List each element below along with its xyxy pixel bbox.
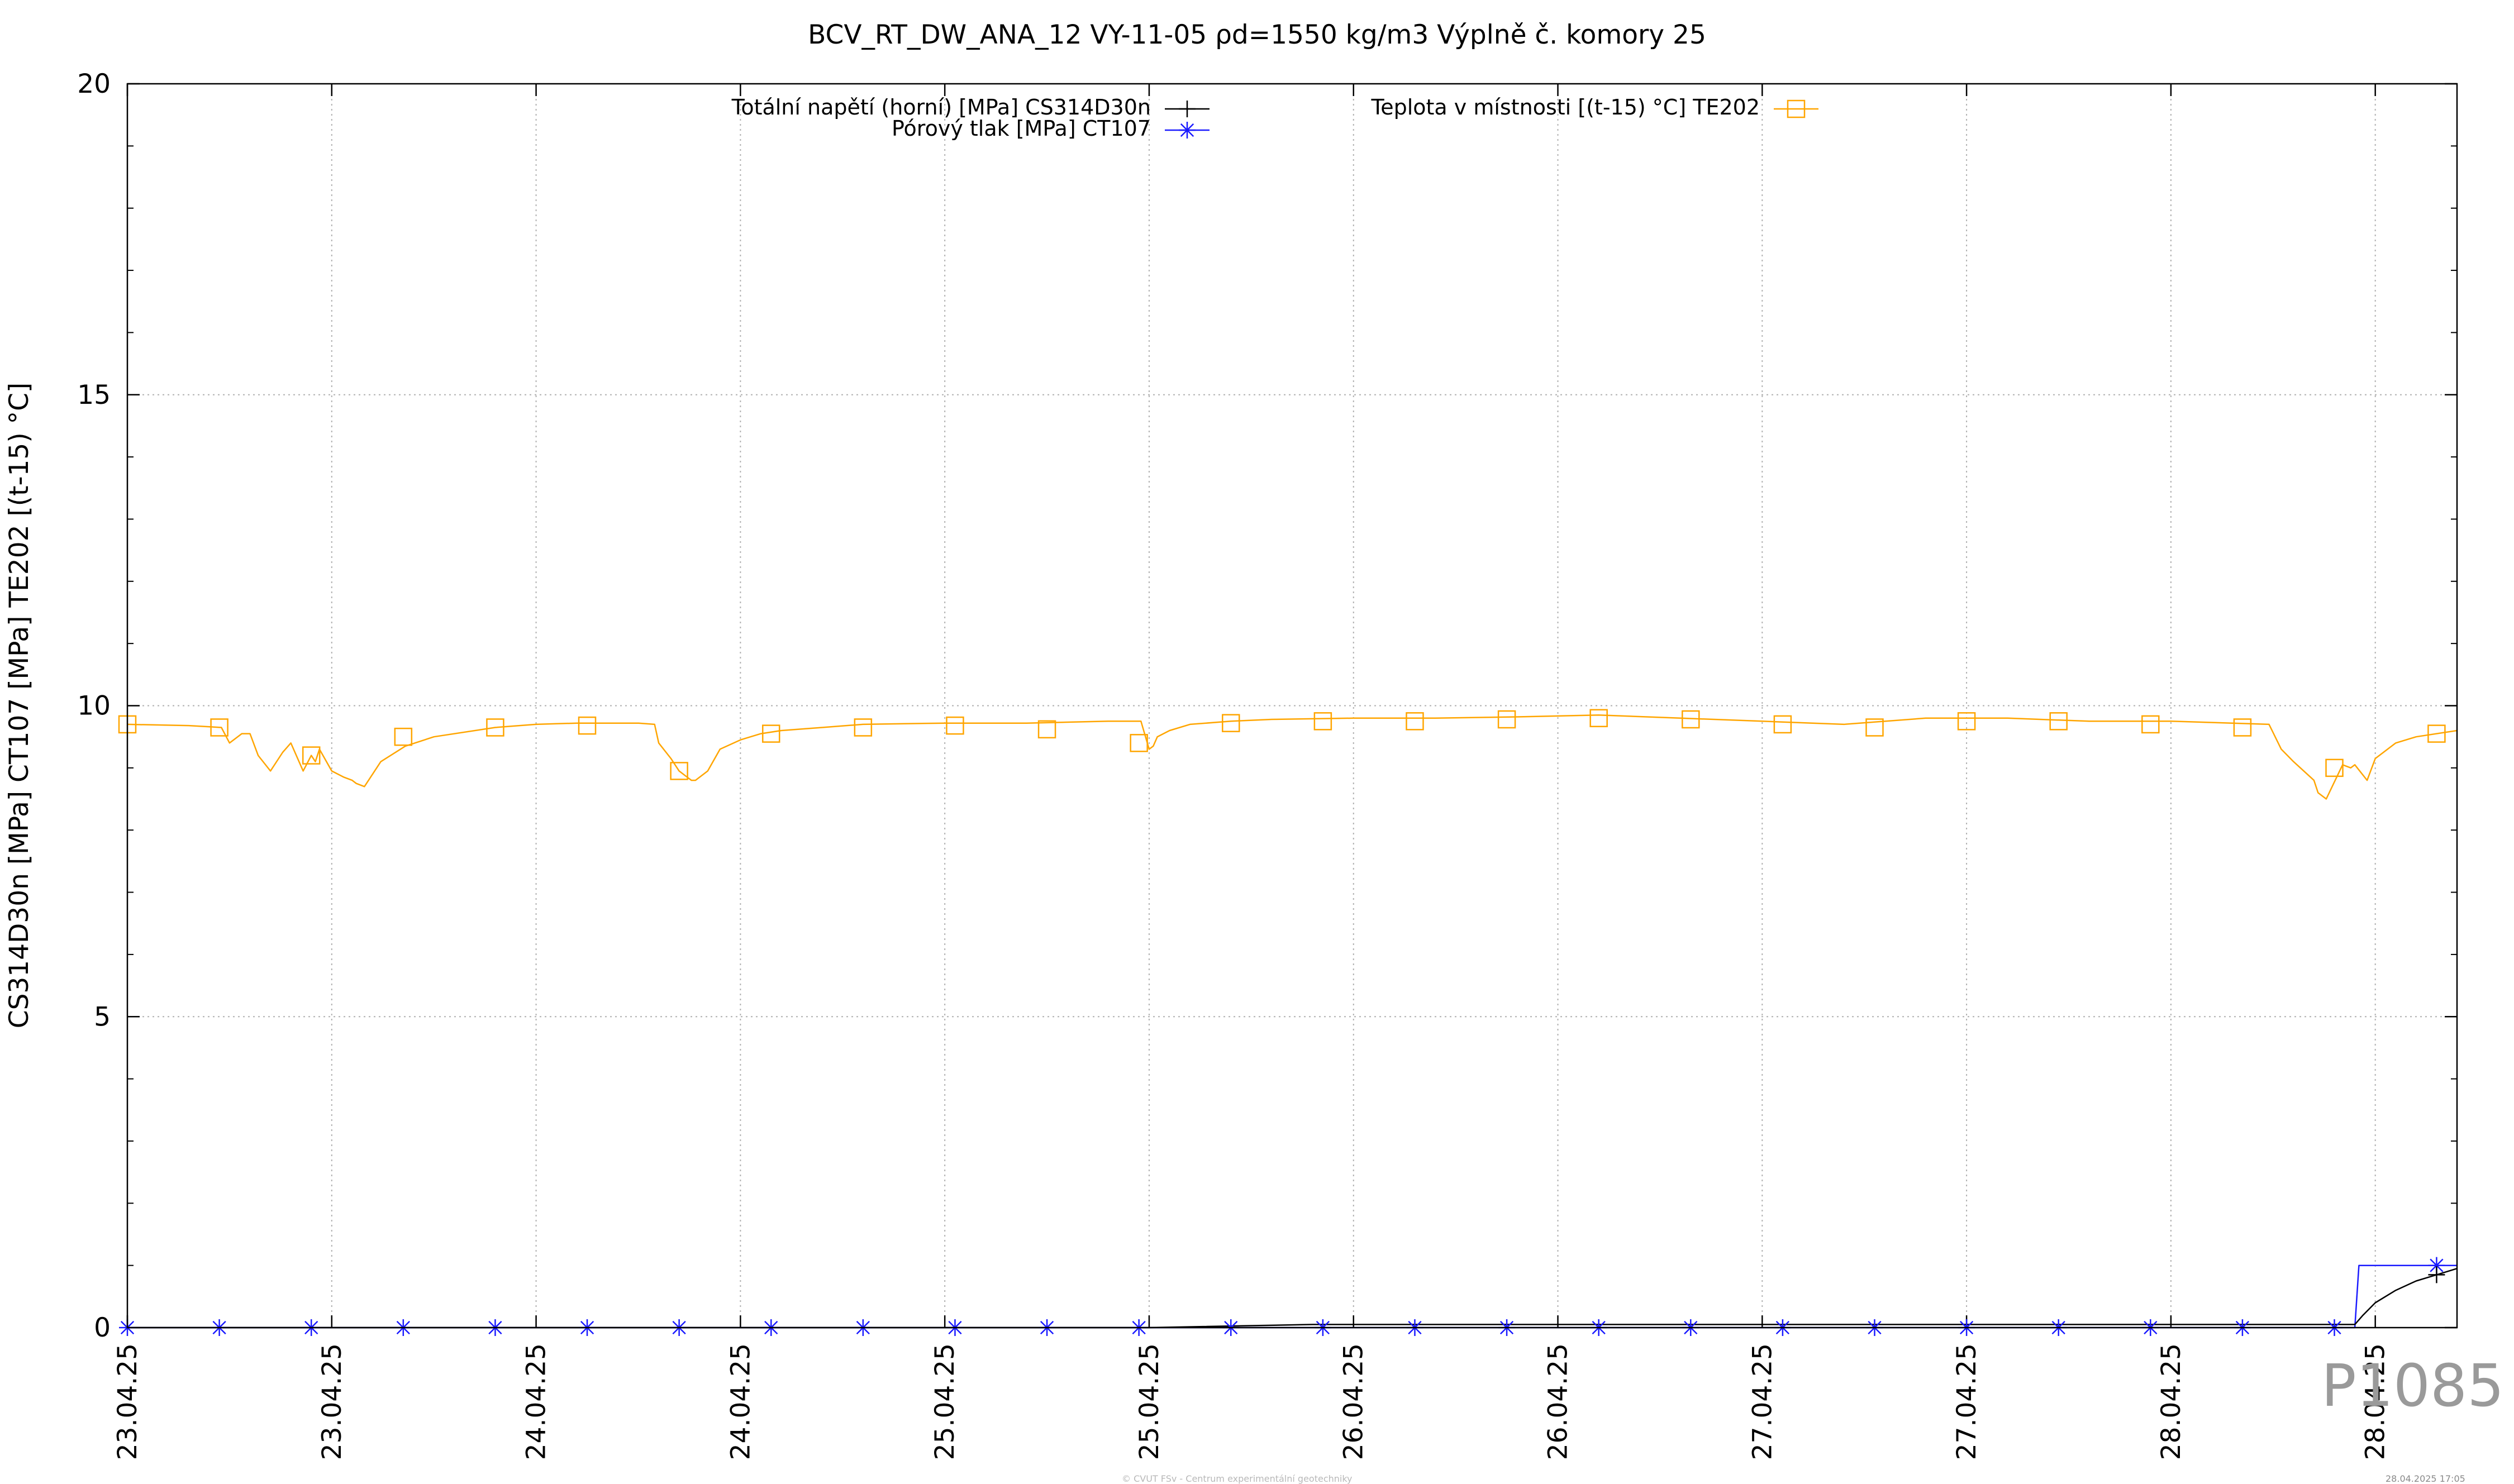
marker-2-14 [1406,712,1424,731]
marker-2-15 [1497,710,1516,729]
xtick-label-0: 23.04.25 [112,1343,143,1460]
legend-label-0: Totální napětí (horní) [MPa] CS314D30n [731,95,1151,120]
xtick-label-11: 28.04.25 [2360,1343,2391,1460]
y-axis-label: CS314D30n [MPa] CT107 [MPa] TE202 [(t-15… [4,383,35,1029]
marker-2-8 [854,718,873,737]
xtick-label-7: 26.04.25 [1543,1343,1574,1460]
marker-2-5 [578,716,597,735]
marker-2-19 [1865,718,1884,737]
legend-entry-1: Pórový tlak [MPa] CT107 [892,116,1210,141]
legend-entry-2: Teplota v místnosti [(t-15) °C] TE202 [1370,95,1818,120]
xtick-label-4: 25.04.25 [930,1343,960,1460]
footer-copyright: © CVUT FSv - Centrum experimentální geot… [1122,1473,1353,1484]
legend-label-1: Pórový tlak [MPa] CT107 [892,116,1151,141]
marker-2-17 [1682,710,1700,729]
ytick-label-3: 15 [77,380,111,411]
marker-2-7 [761,724,780,743]
marker-0-0 [2428,1266,2445,1283]
marker-2-2 [302,746,321,765]
xtick-label-1: 23.04.25 [317,1343,347,1460]
footer-timestamp: 28.04.2025 17:05 [2386,1473,2465,1484]
ytick-label-4: 20 [77,69,111,99]
marker-2-13 [1313,712,1332,731]
xtick-label-5: 25.04.25 [1134,1343,1165,1460]
xtick-label-3: 24.04.25 [725,1343,756,1460]
xtick-label-9: 27.04.25 [1951,1343,1982,1460]
marker-2-10 [1037,720,1056,739]
marker-2-16 [1589,709,1608,728]
xtick-label-6: 26.04.25 [1339,1343,1369,1460]
xtick-label-2: 24.04.25 [521,1343,552,1460]
marker-2-24 [2325,758,2344,777]
plot-frame [126,83,2458,1329]
watermark: P1085 [2321,1352,2505,1420]
gridlines [127,84,2457,1328]
marker-2-25 [2427,724,2446,743]
xtick-label-10: 28.04.25 [2156,1343,2187,1460]
ytick-label-2: 10 [77,691,111,722]
marker-2-23 [2233,718,2252,737]
marker-2-3 [394,727,413,746]
x-axis-ticks: 23.04.25 23.04.25 24.04.25 24.04.25 25.04.25… [112,84,2391,1460]
chart-title: BCV_RT_DW_ANA_12 VY-11-05 ρd=1550 kg/m3 … [808,20,1706,50]
legend-entry-0: Totální napětí (horní) [MPa] CS314D30n [731,95,1210,120]
marker-2-11 [1130,734,1148,752]
legend-marker-0 [1179,101,1196,117]
y-axis-ticks: 0 5 10 15 20 [77,69,2457,1343]
marker-2-6 [670,762,688,780]
legend-label-2: Teplota v místnosti [(t-15) °C] TE202 [1370,95,1760,120]
marker-2-1 [210,718,228,737]
legend-marker-2 [1787,99,1806,118]
series-line-2 [127,714,2458,800]
legend: Totální napětí (horní) [MPa] CS314D30nPó… [731,95,1818,141]
ytick-label-1: 5 [94,1001,111,1032]
marker-2-18 [1773,715,1792,734]
marker-2-9 [946,716,964,735]
legend-marker-1 [1179,122,1196,139]
ytick-label-0: 0 [94,1313,111,1343]
marker-2-12 [1222,714,1240,732]
marker-2-21 [2049,712,2068,731]
marker-2-22 [2141,715,2160,734]
xtick-label-8: 27.04.25 [1747,1343,1778,1460]
marker-2-20 [1957,712,1976,731]
marker-2-4 [486,718,504,737]
